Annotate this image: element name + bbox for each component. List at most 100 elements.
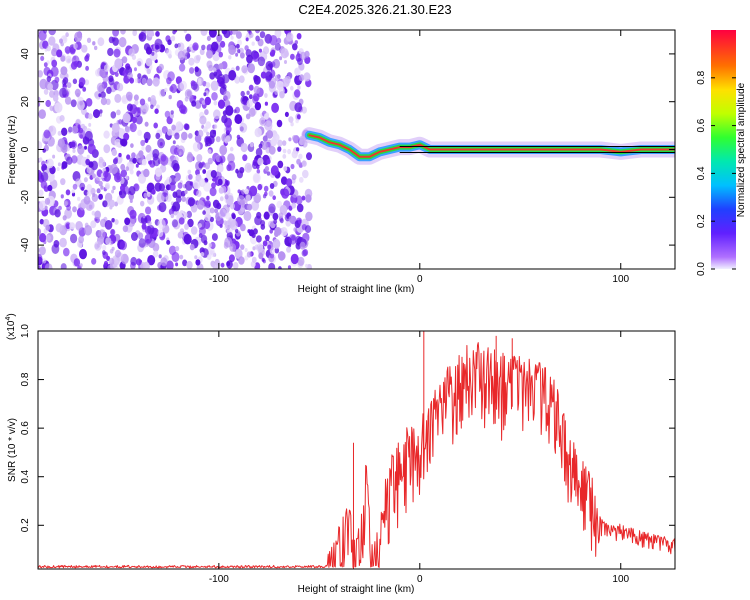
noise-dot — [38, 109, 46, 119]
noise-dot — [301, 106, 307, 114]
noise-dot — [268, 80, 276, 89]
noise-dot — [187, 218, 194, 228]
noise-dot — [109, 248, 114, 254]
noise-dot — [296, 33, 302, 40]
noise-dot — [234, 76, 241, 84]
noise-dot — [130, 143, 134, 149]
noise-dot — [135, 115, 143, 125]
noise-dot — [137, 232, 144, 240]
noise-dot — [219, 145, 228, 156]
noise-dot — [120, 163, 126, 171]
noise-dot — [45, 234, 51, 242]
noise-dot — [158, 183, 165, 192]
noise-dot — [146, 78, 153, 87]
noise-dot — [62, 77, 69, 85]
noise-dot — [96, 188, 101, 194]
noise-dot — [97, 37, 105, 47]
noise-dot — [243, 210, 252, 222]
noise-dot — [192, 179, 201, 190]
noise-dot — [64, 208, 72, 219]
noise-dot — [191, 100, 197, 107]
noise-dot — [52, 94, 59, 102]
noise-dot — [169, 86, 174, 92]
noise-dot — [253, 85, 260, 94]
noise-dot — [125, 166, 130, 172]
noise-dot — [72, 183, 78, 190]
noise-dot — [77, 145, 85, 155]
noise-dot — [282, 154, 287, 159]
noise-dot — [204, 162, 211, 170]
noise-dot — [111, 36, 116, 42]
noise-dot — [188, 133, 193, 139]
noise-dot — [70, 140, 78, 150]
noise-dot — [210, 80, 219, 92]
noise-dot — [159, 142, 163, 146]
noise-dot — [73, 60, 79, 68]
noise-dot — [251, 232, 256, 239]
noise-dot — [206, 131, 210, 136]
noise-dot — [290, 85, 294, 91]
noise-dot — [211, 41, 219, 52]
noise-dot — [145, 206, 152, 215]
noise-dot — [212, 129, 217, 135]
y-tick-label: 20 — [20, 96, 31, 108]
noise-dot — [216, 69, 221, 75]
noise-dot — [72, 78, 78, 85]
noise-dot — [194, 255, 198, 260]
noise-dot — [135, 163, 139, 168]
noise-dot — [220, 262, 225, 268]
noise-dot — [132, 30, 138, 37]
noise-dot — [228, 254, 235, 263]
noise-dot — [83, 225, 93, 236]
noise-dot — [120, 30, 126, 35]
noise-dot — [103, 144, 111, 154]
noise-dot — [86, 167, 92, 174]
noise-dot — [227, 153, 235, 164]
noise-dot — [38, 189, 44, 197]
noise-dot — [240, 90, 245, 97]
noise-dot — [254, 215, 262, 226]
noise-dot — [224, 194, 229, 200]
noise-dot — [79, 134, 84, 139]
noise-dot — [143, 131, 151, 141]
noise-dot — [257, 56, 266, 67]
noise-dot — [268, 190, 274, 197]
noise-dot — [151, 51, 155, 56]
noise-dot — [270, 165, 279, 176]
noise-dot — [226, 164, 232, 172]
noise-dot — [134, 67, 137, 72]
noise-dot — [283, 166, 288, 172]
noise-dot — [272, 238, 281, 249]
noise-dot — [244, 162, 253, 173]
noise-dot — [88, 204, 93, 209]
noise-dot — [129, 77, 134, 84]
noise-dot — [43, 129, 51, 139]
noise-dot — [82, 86, 87, 92]
noise-dot — [305, 194, 312, 203]
noise-dot — [170, 110, 174, 115]
noise-dot — [280, 227, 288, 237]
noise-dot — [288, 205, 293, 211]
noise-dot — [294, 67, 301, 76]
noise-dot — [77, 124, 81, 129]
noise-dot — [38, 96, 41, 102]
noise-dot — [228, 44, 237, 56]
noise-dot — [304, 225, 312, 234]
noise-dot — [226, 261, 231, 267]
noise-dot — [79, 182, 86, 191]
noise-dot — [102, 250, 106, 256]
noise-dot — [254, 101, 262, 111]
noise-dot — [224, 220, 232, 230]
noise-dot — [38, 228, 42, 236]
noise-dot — [207, 157, 213, 165]
noise-dot — [38, 141, 43, 150]
noise-dot — [38, 70, 43, 78]
noise-dot — [72, 206, 77, 213]
noise-dot — [213, 109, 221, 120]
noise-dot — [114, 219, 119, 225]
noise-dot — [118, 152, 122, 158]
noise-dot — [48, 36, 56, 46]
noise-dot — [257, 183, 263, 191]
noise-dot — [125, 175, 129, 180]
noise-dot — [54, 209, 61, 218]
